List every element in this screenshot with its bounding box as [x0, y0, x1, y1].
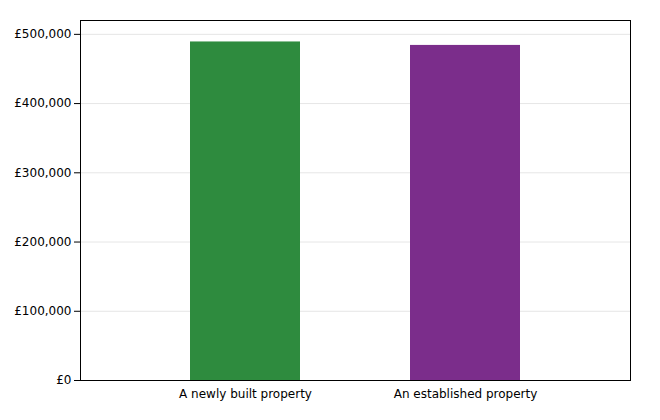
- svg-text:£0: £0: [56, 373, 71, 387]
- svg-text:An established property: An established property: [394, 387, 538, 401]
- svg-text:A newly built property: A newly built property: [179, 387, 312, 401]
- svg-text:£500,000: £500,000: [14, 27, 71, 41]
- svg-text:£200,000: £200,000: [14, 235, 71, 249]
- svg-text:£400,000: £400,000: [14, 96, 71, 110]
- svg-text:£100,000: £100,000: [14, 304, 71, 318]
- svg-text:£300,000: £300,000: [14, 166, 71, 180]
